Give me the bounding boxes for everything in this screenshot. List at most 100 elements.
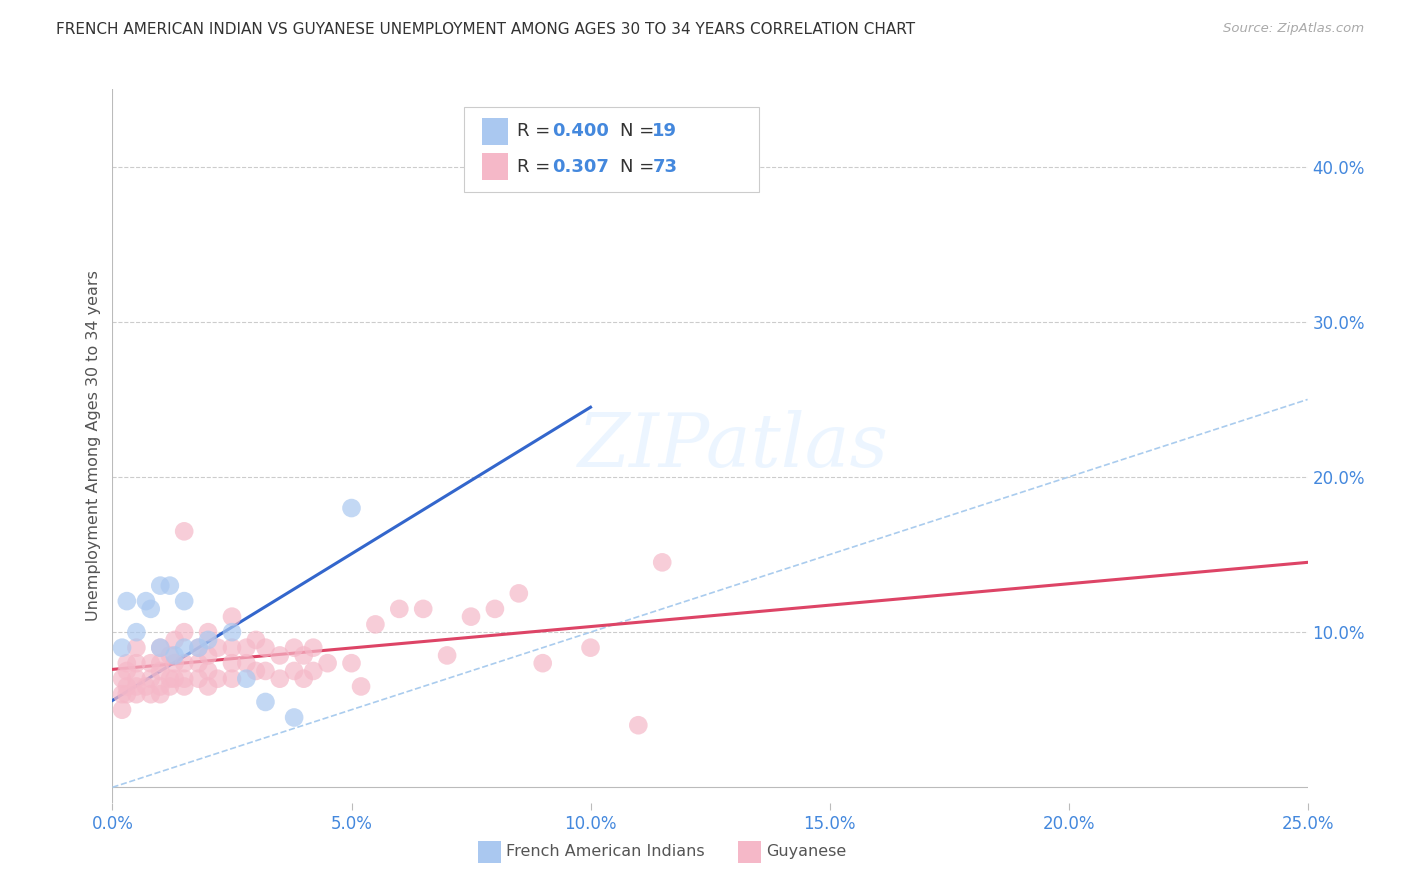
Point: [283, 710, 305, 724]
Point: [254, 695, 277, 709]
Point: [125, 640, 148, 655]
Point: [269, 648, 291, 663]
Point: [139, 687, 162, 701]
Point: [221, 640, 243, 655]
Point: [197, 680, 219, 694]
Point: [149, 680, 172, 694]
Point: [139, 602, 162, 616]
Point: [159, 672, 181, 686]
Text: 19: 19: [652, 122, 678, 140]
Point: [283, 664, 305, 678]
Point: [221, 625, 243, 640]
Point: [149, 579, 172, 593]
Point: [159, 648, 181, 663]
Point: [197, 664, 219, 678]
Point: [173, 672, 195, 686]
Point: [149, 664, 172, 678]
Point: [115, 680, 138, 694]
Point: [316, 656, 339, 670]
Point: [139, 656, 162, 670]
Text: R =: R =: [517, 122, 557, 140]
Point: [187, 672, 209, 686]
Point: [302, 664, 325, 678]
Text: 73: 73: [652, 158, 678, 176]
Point: [245, 632, 267, 647]
Point: [460, 609, 482, 624]
Point: [115, 664, 138, 678]
Point: [173, 680, 195, 694]
Point: [235, 656, 257, 670]
Point: [555, 128, 578, 143]
Text: FRENCH AMERICAN INDIAN VS GUYANESE UNEMPLOYMENT AMONG AGES 30 TO 34 YEARS CORREL: FRENCH AMERICAN INDIAN VS GUYANESE UNEMP…: [56, 22, 915, 37]
Point: [135, 594, 157, 608]
Point: [283, 640, 305, 655]
Point: [531, 656, 554, 670]
Point: [149, 640, 172, 655]
Point: [508, 586, 530, 600]
Text: Guyanese: Guyanese: [766, 845, 846, 859]
Point: [173, 524, 195, 539]
Point: [221, 656, 243, 670]
Point: [125, 656, 148, 670]
Point: [484, 602, 506, 616]
Point: [579, 640, 602, 655]
Point: [187, 656, 209, 670]
Point: [139, 672, 162, 686]
Point: [125, 672, 148, 686]
Point: [125, 680, 148, 694]
Point: [163, 672, 186, 686]
Point: [292, 648, 315, 663]
Point: [111, 687, 134, 701]
Point: [163, 648, 186, 663]
Point: [235, 640, 257, 655]
Point: [187, 640, 209, 655]
Point: [125, 687, 148, 701]
Point: [149, 687, 172, 701]
Point: [149, 656, 172, 670]
Point: [115, 687, 138, 701]
Text: Source: ZipAtlas.com: Source: ZipAtlas.com: [1223, 22, 1364, 36]
Point: [302, 640, 325, 655]
Point: [627, 718, 650, 732]
Point: [173, 625, 195, 640]
Point: [245, 664, 267, 678]
Text: ZIPatlas: ZIPatlas: [578, 409, 890, 483]
Point: [221, 672, 243, 686]
Point: [412, 602, 434, 616]
Point: [163, 656, 186, 670]
Point: [149, 640, 172, 655]
Point: [388, 602, 411, 616]
Point: [207, 672, 229, 686]
Text: R =: R =: [517, 158, 557, 176]
Point: [340, 656, 363, 670]
Point: [115, 656, 138, 670]
Point: [111, 672, 134, 686]
Point: [207, 640, 229, 655]
Point: [135, 680, 157, 694]
Point: [340, 501, 363, 516]
Point: [651, 555, 673, 569]
Point: [159, 579, 181, 593]
Point: [254, 640, 277, 655]
Text: N =: N =: [620, 158, 659, 176]
Text: N =: N =: [620, 122, 659, 140]
Point: [269, 672, 291, 686]
Point: [111, 640, 134, 655]
Point: [235, 672, 257, 686]
Point: [111, 703, 134, 717]
Point: [173, 640, 195, 655]
Y-axis label: Unemployment Among Ages 30 to 34 years: Unemployment Among Ages 30 to 34 years: [86, 270, 101, 622]
Point: [125, 625, 148, 640]
Point: [173, 656, 195, 670]
Point: [350, 680, 373, 694]
Point: [173, 594, 195, 608]
Point: [292, 672, 315, 686]
Point: [197, 648, 219, 663]
Point: [159, 680, 181, 694]
Point: [115, 594, 138, 608]
Point: [221, 609, 243, 624]
Text: 0.400: 0.400: [553, 122, 609, 140]
Point: [163, 632, 186, 647]
Text: 0.307: 0.307: [553, 158, 609, 176]
Point: [187, 640, 209, 655]
